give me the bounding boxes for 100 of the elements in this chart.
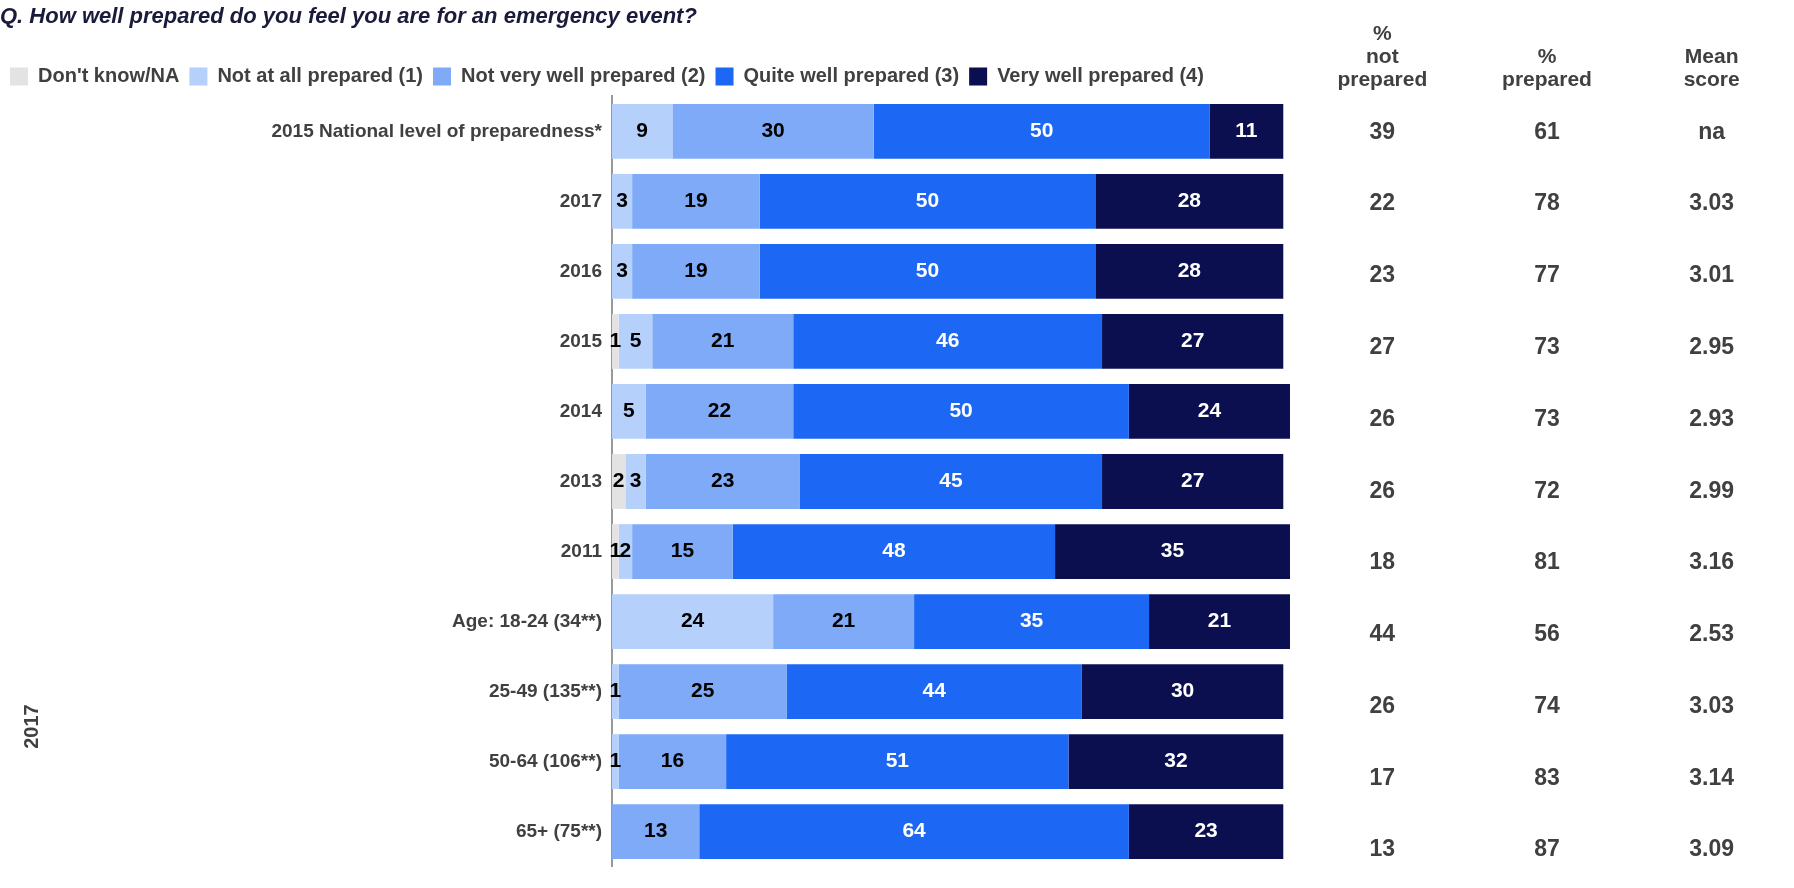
text: 56 [1534, 620, 1560, 647]
data-label: 46 [935, 328, 960, 352]
data-label: 24 [680, 608, 705, 632]
data-label: 35 [1160, 538, 1185, 562]
data-label: 9 [636, 118, 649, 142]
data-label: 1 [609, 538, 622, 562]
y-tick-label: 2016 [559, 259, 602, 281]
data-label: 15 [670, 538, 695, 562]
text: 3.14 [1689, 763, 1735, 790]
bar [625, 454, 646, 509]
data-label: 28 [1177, 258, 1202, 282]
data-label: 21 [1207, 608, 1232, 632]
bar [799, 454, 1103, 509]
text: 23 [1369, 261, 1396, 288]
data-label: 21 [711, 328, 735, 352]
bar [1209, 104, 1284, 159]
data-label: 19 [684, 188, 708, 212]
bar [645, 384, 794, 439]
bar [632, 174, 760, 229]
data-label: 24 [1197, 398, 1222, 422]
bar [612, 244, 633, 299]
text: 2.93 [1689, 404, 1735, 431]
text: 78 [1534, 189, 1560, 216]
text: 2017 [19, 704, 42, 749]
data-label: 30 [1170, 678, 1195, 702]
text: % not prepared [1337, 20, 1428, 90]
bar [773, 594, 915, 649]
y-tick-label: 2011 [560, 539, 603, 561]
bar [612, 104, 673, 159]
bar [732, 524, 1056, 579]
y-tick-label: 2015 [559, 329, 603, 351]
y-tick-label: 65+ (75**) [515, 819, 602, 841]
data-label: 1 [609, 328, 622, 352]
data-label: 23 [1194, 818, 1218, 842]
data-label: 5 [629, 328, 642, 352]
data-label: 48 [882, 538, 906, 562]
text: 3.01 [1689, 261, 1735, 288]
data-label: 5 [622, 398, 635, 422]
text: 18 [1369, 548, 1396, 575]
bar [793, 384, 1129, 439]
data-label: 1 [609, 678, 622, 702]
bar [645, 454, 800, 509]
bar [759, 244, 1096, 299]
text: Q. How well prepared do you feel you are for an emergency event? [0, 3, 697, 29]
data-label: 23 [711, 468, 735, 492]
bar [1102, 454, 1284, 509]
data-label: 25 [690, 678, 715, 702]
legend-label: Not very well prepared (2) [461, 63, 706, 86]
bar [1128, 384, 1290, 439]
y-tick-label: 2013 [559, 469, 602, 491]
bar [1128, 804, 1284, 859]
data-label: 50 [1029, 118, 1054, 142]
text: 2.53 [1689, 620, 1735, 647]
bar [1095, 174, 1284, 229]
legend-label: Very well prepared (4) [997, 63, 1204, 86]
bar [914, 594, 1150, 649]
data-label: 2 [619, 538, 632, 562]
text: 39 [1369, 117, 1396, 144]
data-label: 32 [1164, 748, 1188, 772]
text: 81 [1534, 548, 1560, 575]
text: 22 [1369, 189, 1396, 216]
data-label: 27 [1180, 468, 1205, 492]
bar [652, 314, 794, 369]
bar [786, 664, 1082, 719]
data-label: 3 [629, 468, 642, 492]
text: 26 [1369, 691, 1396, 718]
data-label: 51 [885, 748, 910, 772]
text: 87 [1534, 835, 1560, 862]
data-label: 44 [922, 678, 947, 702]
data-label: 50 [949, 398, 973, 422]
data-label: 50 [915, 188, 940, 212]
bar [632, 524, 733, 579]
text: 73 [1534, 404, 1560, 431]
bar [672, 104, 874, 159]
data-label: 64 [902, 818, 927, 842]
text: 3.03 [1689, 189, 1735, 216]
text: 26 [1369, 404, 1396, 431]
bar [1055, 524, 1290, 579]
bar [1068, 734, 1284, 789]
data-label: 3 [616, 188, 628, 212]
data-label: 50 [915, 258, 940, 282]
data-label: 11 [1235, 118, 1258, 142]
bar [632, 244, 760, 299]
data-label: 22 [707, 398, 732, 422]
data-label: 27 [1180, 328, 1205, 352]
bar [612, 384, 646, 439]
text: 27 [1369, 332, 1396, 359]
data-label: 28 [1177, 188, 1202, 212]
text: 72 [1534, 476, 1560, 503]
bar [1149, 594, 1290, 649]
text: 13 [1369, 835, 1396, 862]
text: 83 [1534, 763, 1560, 790]
bar [612, 174, 633, 229]
bar [699, 804, 1129, 859]
text: na [1698, 117, 1726, 144]
text: 73 [1534, 332, 1560, 359]
legend-label: Not at all prepared (1) [217, 63, 424, 86]
bar [612, 804, 700, 859]
text: 2.95 [1689, 332, 1735, 359]
y-tick-label: 2017 [559, 189, 602, 211]
